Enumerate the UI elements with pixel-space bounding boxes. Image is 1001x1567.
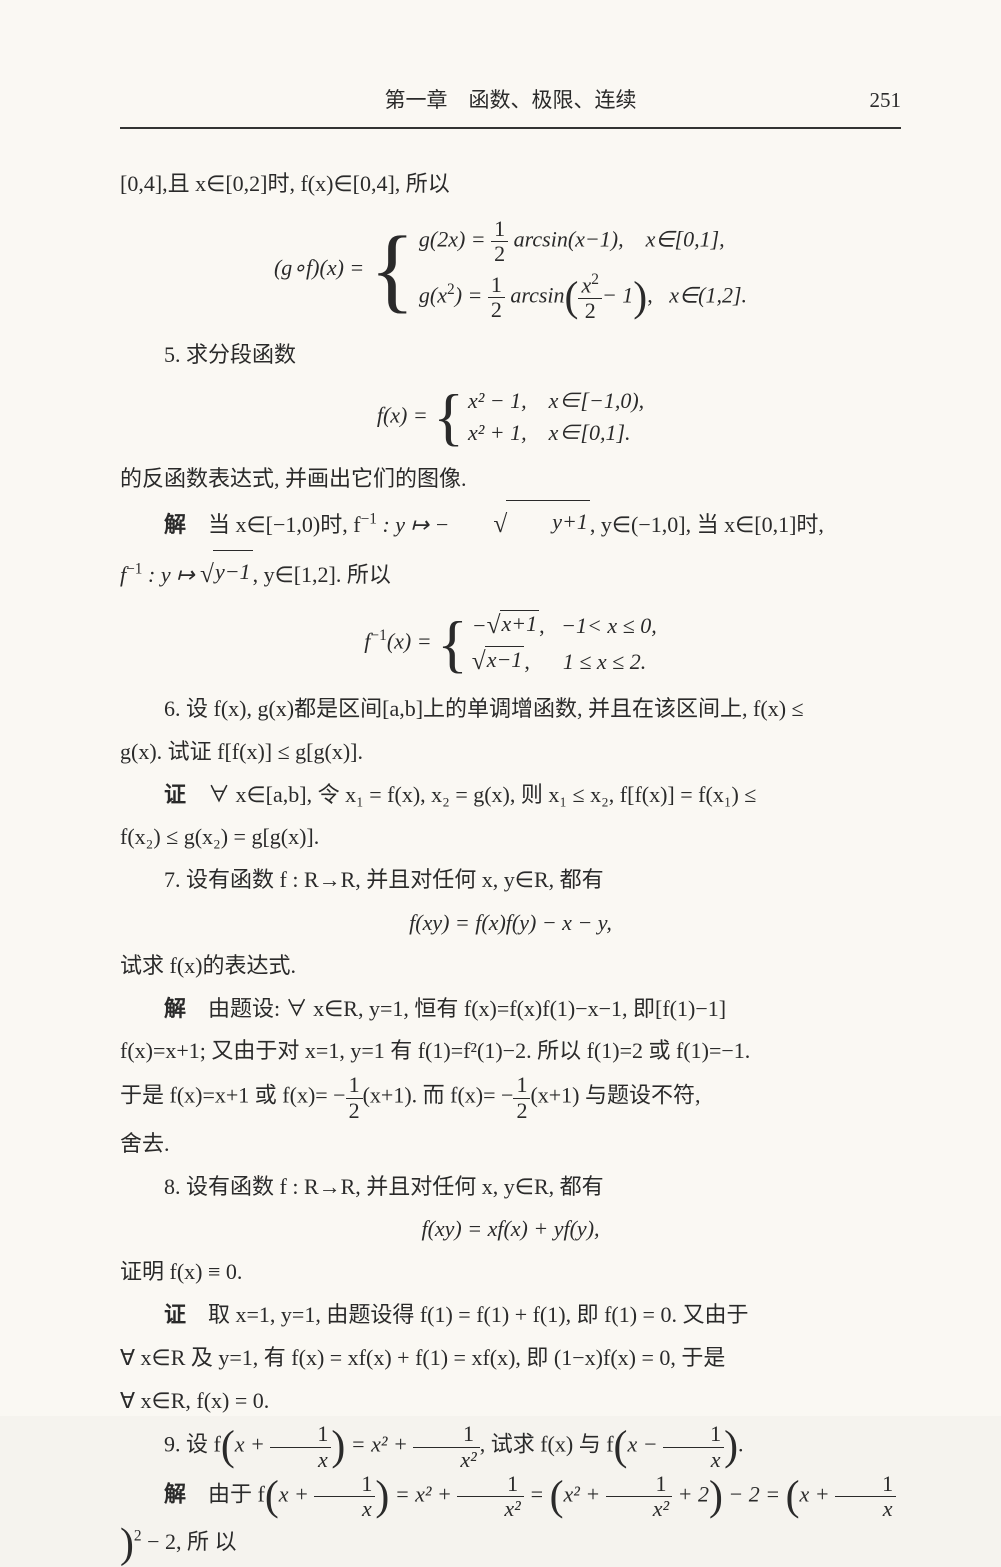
brace-icon: { (437, 607, 468, 680)
equation-8: f(xy) = xf(x) + yf(y), (120, 1216, 901, 1242)
solution-7: 解 由题设: ∀ x∈R, y=1, 恒有 f(x)=f(x)f(1)−x−1,… (120, 988, 901, 1031)
proof-8b: ∀ x∈R 及 y=1, 有 f(x) = xf(x) + f(1) = xf(… (120, 1337, 901, 1380)
problem-8b: 证明 f(x) ≡ 0. (120, 1251, 901, 1294)
proof-6b: f(x₂) ≤ g(x₂) = g[g(x)]. (120, 816, 901, 859)
chapter-title: 第一章 函数、极限、连续 (385, 88, 637, 112)
equation-gof: (g∘f)(x) = { g(2x) = 12 arcsin(x−1), x∈[… (120, 214, 901, 326)
proof-8: 证 取 x=1, y=1, 由题设得 f(1) = f(1) + f(1), 即… (120, 1294, 901, 1337)
solution-5b: f−1 : y ↦ √y−1, y∈[1,2]. 所以 (120, 550, 901, 599)
problem-7b: 试求 f(x)的表达式. (120, 945, 901, 988)
problem-6: 6. 设 f(x), g(x)都是区间[a,b]上的单调增函数, 并且在该区间上… (120, 688, 901, 731)
brace-icon: { (433, 385, 464, 450)
problem-6b: g(x). 试证 f[f(x)] ≤ g[g(x)]. (120, 731, 901, 774)
page-number: 251 (870, 80, 902, 121)
solution-9: 解 由于 f(x + 1x) = x² + 1x² = (x² + 1x² + … (120, 1472, 901, 1564)
equation-finverse: f−1(x) = { −√x+1, −1< x ≤ 0, √x−1, 1 ≤ x… (120, 607, 901, 680)
solution-7b: f(x)=x+1; 又由于对 x=1, y=1 有 f(1)=f²(1)−2. … (120, 1030, 901, 1073)
problem-7: 7. 设有函数 f : R→R, 并且对任何 x, y∈R, 都有 (120, 859, 901, 902)
problem-5: 5. 求分段函数 (120, 334, 901, 377)
proof-8c: ∀ x∈R, f(x) = 0. (120, 1380, 901, 1423)
problem-9: 9. 设 f(x + 1x) = x² + 1x², 试求 f(x) 与 f(x… (120, 1422, 901, 1471)
equation-fx-piecewise: f(x) = { x² − 1, x∈[−1,0), x² + 1, x∈[0,… (120, 385, 901, 450)
line-continuation: [0,4],且 x∈[0,2]时, f(x)∈[0,4], 所以 (120, 163, 901, 206)
page: 第一章 函数、极限、连续 251 [0,4],且 x∈[0,2]时, f(x)∈… (0, 0, 1001, 1416)
solution-7d: 舍去. (120, 1123, 901, 1166)
brace-icon: { (370, 214, 415, 326)
solution-5: 解 当 x∈[−1,0)时, f−1 : y ↦ −√y+1, y∈(−1,0]… (120, 500, 901, 549)
problem-5-tail: 的反函数表达式, 并画出它们的图像. (120, 458, 901, 501)
problem-8: 8. 设有函数 f : R→R, 并且对任何 x, y∈R, 都有 (120, 1166, 901, 1209)
proof-6: 证 ∀ x∈[a,b], 令 x₁ = f(x), x₂ = g(x), 则 x… (120, 774, 901, 817)
solution-7c: 于是 f(x)=x+1 或 f(x)= −12(x+1). 而 f(x)= −1… (120, 1073, 901, 1122)
page-header: 第一章 函数、极限、连续 251 (120, 80, 901, 129)
equation-7: f(xy) = f(x)f(y) − x − y, (120, 910, 901, 936)
